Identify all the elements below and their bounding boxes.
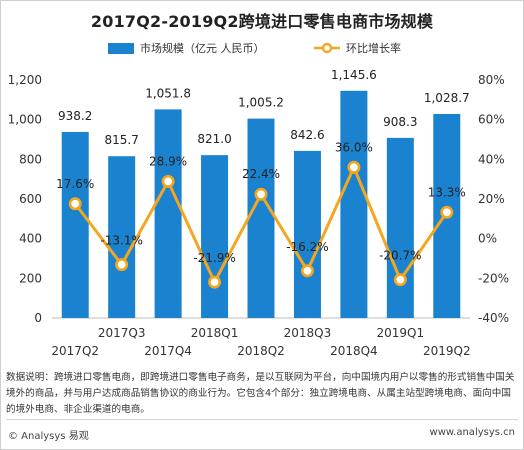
legend-item-market-size: 市场规模（亿元 人民币） (108, 39, 265, 57)
legend-swatch-bar (108, 42, 134, 54)
bar-value-label: 908.3 (383, 115, 417, 129)
growth-rate-point (393, 273, 407, 287)
growth-rate-label: -13.1% (100, 234, 142, 248)
x-axis-category-label: 2019Q2 (423, 344, 471, 358)
bar (154, 109, 182, 318)
left-axis-tick-label: 0 (34, 311, 42, 325)
growth-rate-label: -20.7% (379, 249, 421, 263)
growth-rate-label: 13.3% (428, 185, 466, 199)
right-axis-tick-label: 20% (478, 192, 505, 206)
legend-label-market-size: 市场规模（亿元 人民币） (140, 42, 265, 55)
bar-value-label: 1,005.2 (238, 96, 284, 110)
bar (201, 155, 229, 318)
chart-legend: 市场规模（亿元 人民币） 环比增长率 (0, 39, 524, 57)
left-axis-tick-label: 200 (19, 271, 42, 285)
right-axis-tick-label: -40% (478, 311, 509, 325)
chart-title: 2017Q2-2019Q2跨境进口零售电商市场规模 (90, 12, 434, 31)
right-axis-tick-label: 80% (478, 73, 505, 87)
right-axis-tick-label: 0% (478, 232, 497, 246)
growth-rate-point (208, 275, 222, 289)
growth-rate-label: -21.9% (193, 251, 235, 265)
growth-rate-point (161, 174, 175, 188)
combo-chart: 0 200 400 600 800 1,000 1,200 -40% -20% 0% 20% 40% 6… (8, 68, 509, 358)
bar-value-label: 815.7 (104, 133, 138, 147)
growth-rate-point (115, 258, 129, 272)
x-axis-category-label: 2018Q4 (330, 344, 378, 358)
growth-rate-label: 22.4% (242, 167, 280, 181)
left-axis-tick-label: 1,200 (8, 73, 42, 87)
x-axis-category-label: 2018Q2 (237, 344, 285, 358)
right-axis-tick-label: 60% (478, 113, 505, 127)
bar (386, 137, 414, 318)
bar (247, 118, 275, 318)
left-axis-tick-label: 400 (19, 232, 42, 246)
bar-value-label: 938.2 (58, 109, 92, 123)
right-axis-tick-label: 40% (478, 152, 505, 166)
data-note: 数据说明：跨境进口零售电商，即跨境进口零售电子商务，是以互联网为平台，向中国境内… (6, 372, 515, 415)
bar-value-label: 1,028.7 (424, 91, 470, 105)
left-axis-tick-label: 800 (19, 152, 42, 166)
bar-value-label: 821.0 (197, 132, 231, 146)
x-axis-category-label: 2017Q3 (98, 326, 146, 340)
bar (108, 156, 136, 318)
growth-rate-label: 28.9% (149, 154, 187, 168)
growth-rate-point (440, 205, 454, 219)
left-axis-tick-label: 1,000 (8, 113, 42, 127)
growth-rate-label: -16.2% (286, 240, 328, 254)
x-axis-category-label: 2017Q2 (51, 344, 99, 358)
growth-rate-point (300, 264, 314, 278)
bar-value-label: 1,145.6 (331, 68, 377, 82)
footer-divider (6, 419, 518, 420)
legend-item-growth-rate: 环比增长率 (314, 39, 401, 57)
bar-value-label: 1,051.8 (145, 86, 191, 100)
x-axis-category-label: 2018Q1 (191, 326, 239, 340)
x-axis-category-label: 2019Q1 (377, 326, 425, 340)
left-axis-tick-label: 600 (19, 192, 42, 206)
growth-rate-label: 17.6% (56, 177, 94, 191)
x-axis-category-label: 2018Q3 (284, 326, 332, 340)
bar (293, 150, 321, 318)
growth-rate-point (254, 187, 268, 201)
footer-website: www.analysys.cn (429, 427, 515, 438)
footer-copyright: © Analysys 易观 (8, 431, 89, 442)
legend-swatch-line (314, 42, 340, 54)
growth-rate-label: 36.0% (335, 140, 373, 154)
growth-rate-point (347, 160, 361, 174)
bar (61, 131, 89, 318)
right-axis-tick-label: -20% (478, 271, 509, 285)
x-axis-category-label: 2017Q4 (144, 344, 192, 358)
bar-value-label: 842.6 (290, 128, 324, 142)
legend-label-growth-rate: 环比增长率 (346, 42, 401, 55)
bar (340, 90, 368, 318)
growth-rate-point (68, 197, 82, 211)
